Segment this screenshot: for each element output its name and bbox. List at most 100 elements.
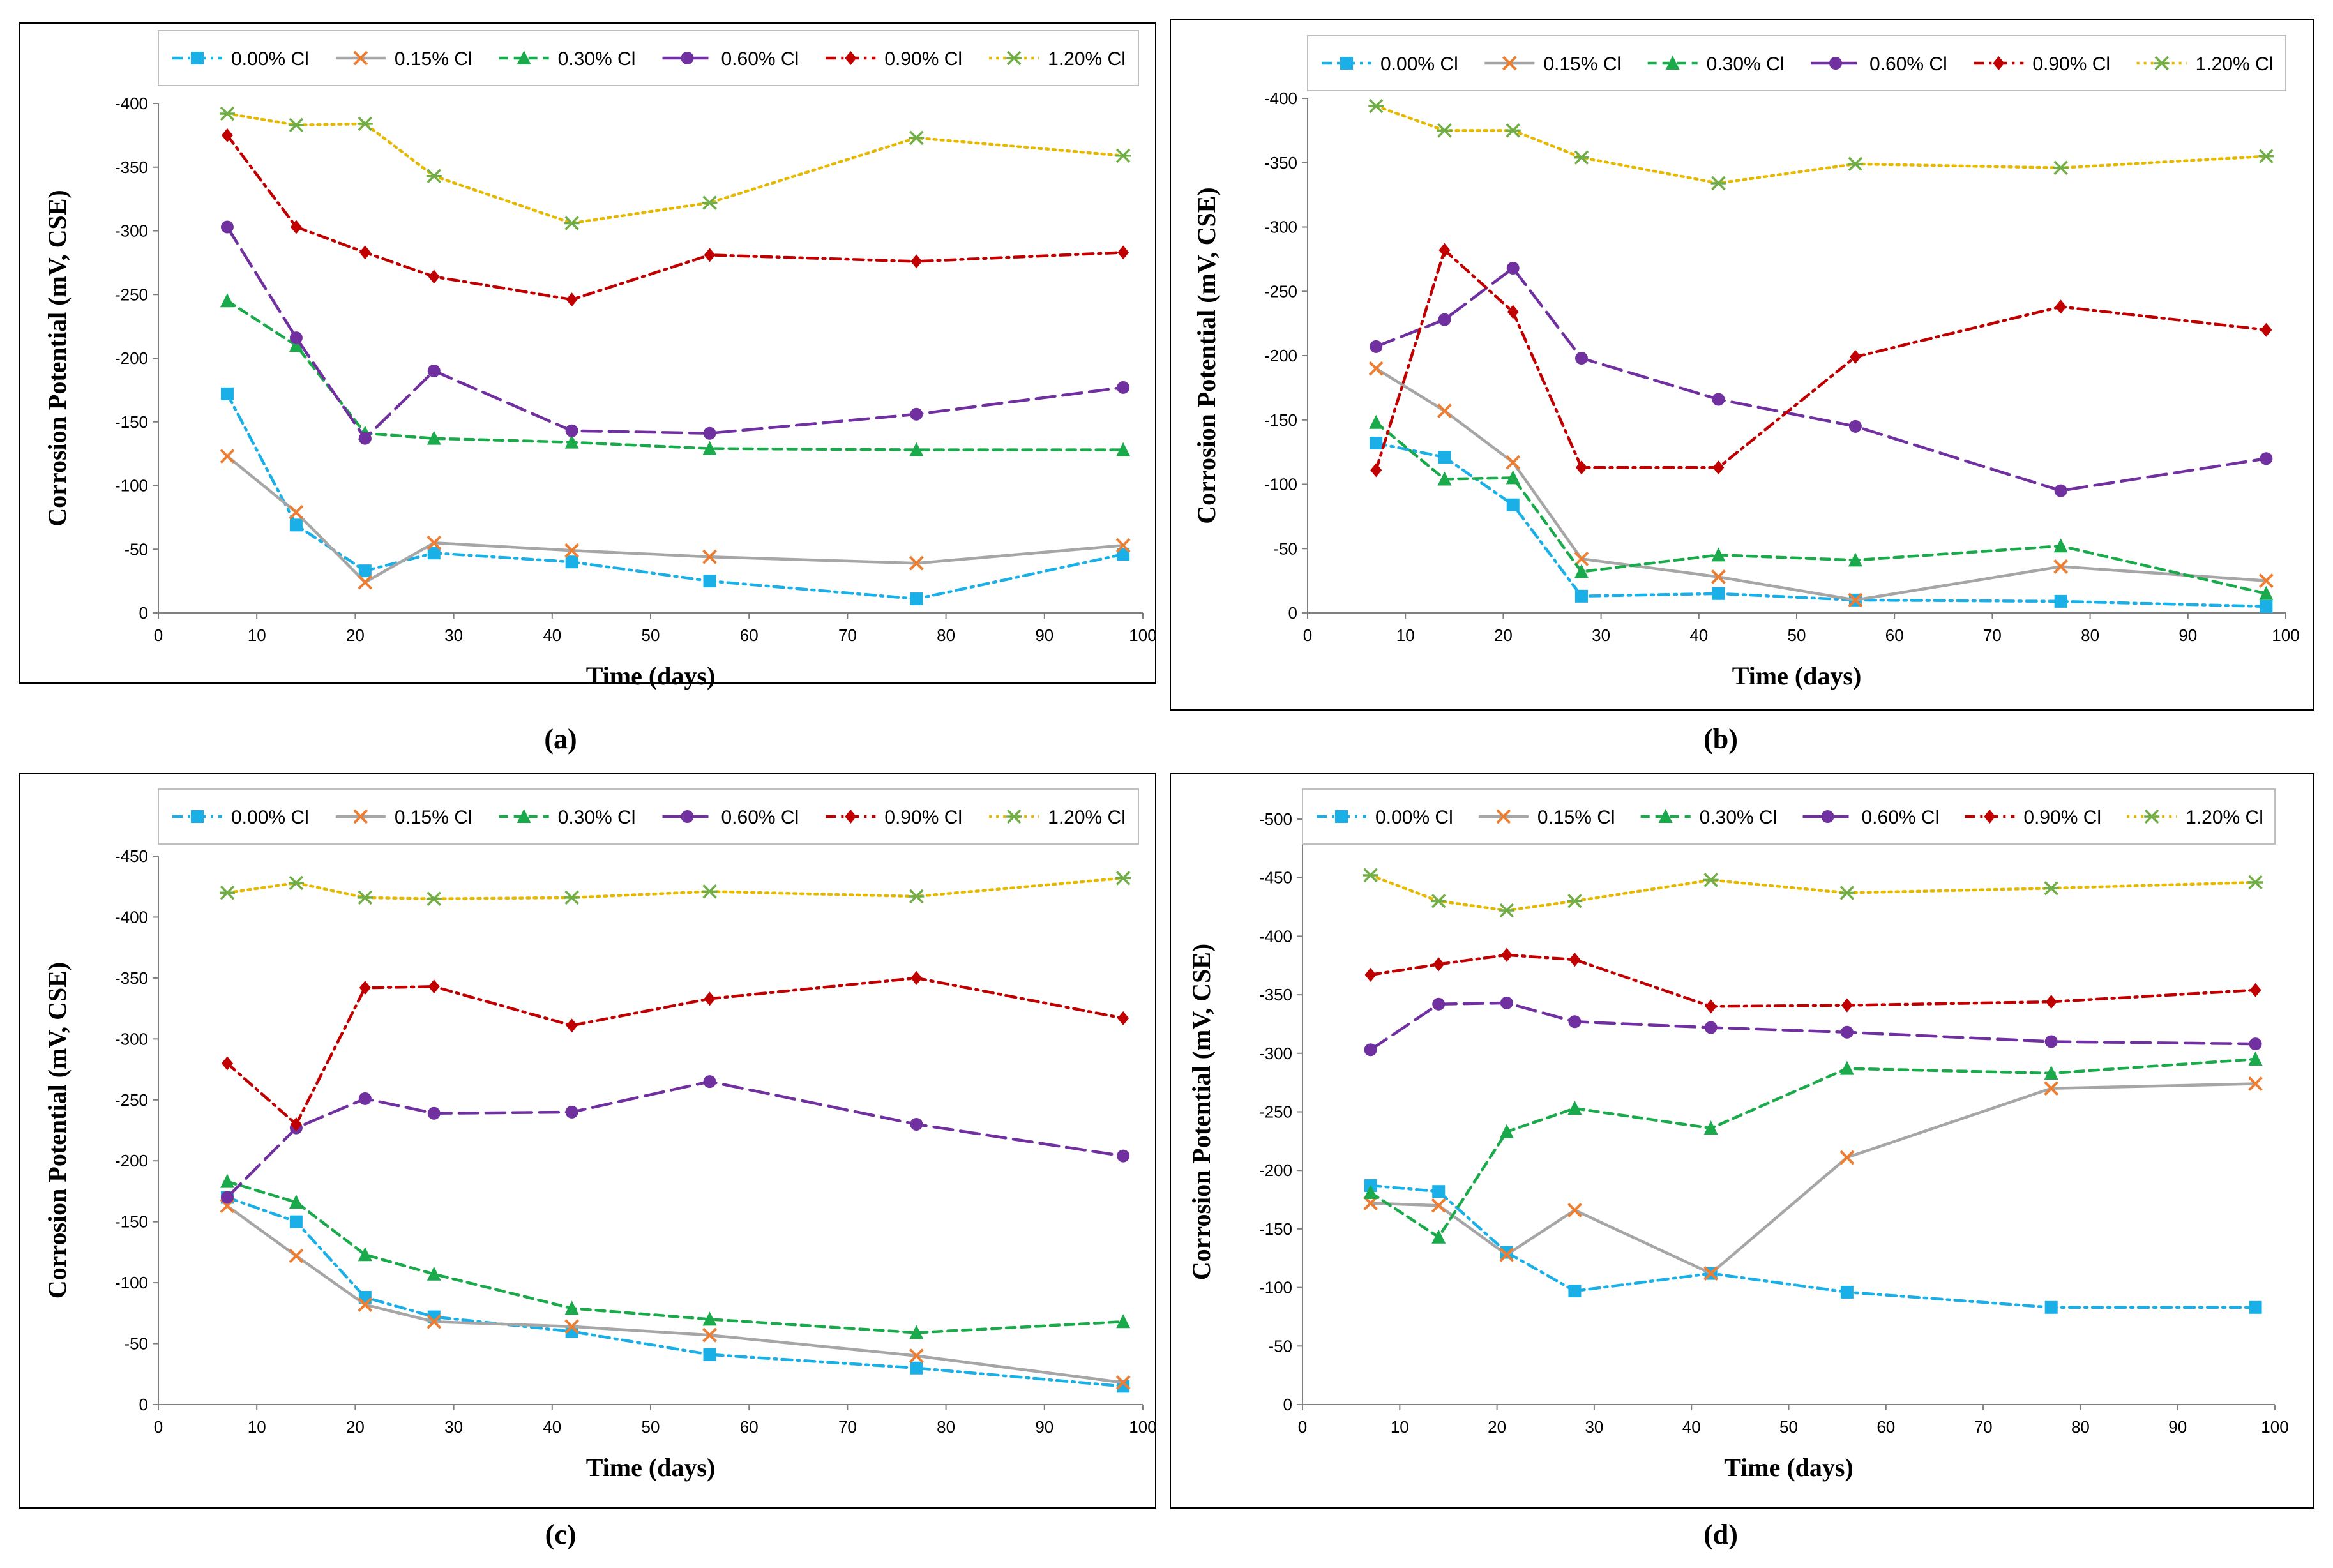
legend-label: 0.60% Cl — [1862, 807, 1940, 828]
data-point — [565, 1105, 578, 1119]
legend-item: 1.20% Cl — [989, 807, 1126, 828]
y-tick-label: -50 — [124, 539, 148, 559]
data-point-stroke — [1115, 538, 1131, 553]
series-0-15-Cl — [220, 1198, 1131, 1391]
series-line — [1369, 1057, 2257, 1239]
data-point — [909, 889, 925, 904]
data-point — [2044, 1300, 2058, 1314]
x-tick-label: 50 — [1788, 626, 1806, 645]
legend-marker — [1665, 56, 1680, 70]
data-point — [703, 426, 716, 440]
chart-panel-3: 0 10 20 30 40 50 60 70 80 90 100 0 -50 -100 -150 -200 -2… — [19, 773, 1157, 1550]
series-0-60-Cl — [1370, 261, 2273, 497]
x-tick-label: 70 — [1983, 626, 2002, 645]
series-0-00-Cl — [1370, 437, 2273, 613]
legend-item: 0.00% Cl — [172, 807, 309, 828]
series-line — [225, 392, 1125, 601]
data-point — [358, 1092, 372, 1105]
series-0-00-Cl — [220, 387, 1130, 606]
legend: 0.00% Cl 0.15% Cl 0.30% Cl 0.60% Cl 0.90% Cl… — [158, 788, 1139, 845]
x-tick-label: 30 — [444, 1417, 463, 1436]
x-tick-label: 90 — [2168, 1417, 2187, 1436]
x-tick-label: 40 — [1682, 1417, 1701, 1436]
data-point — [290, 220, 302, 234]
x-tick-label: 20 — [346, 626, 365, 645]
legend-label: 0.15% Cl — [395, 49, 472, 70]
legend-item: 0.15% Cl — [335, 807, 472, 828]
legend-item: 0.15% Cl — [1478, 807, 1615, 828]
data-point — [2249, 1037, 2262, 1051]
data-point — [288, 875, 304, 891]
y-tick-label: -400 — [1259, 926, 1292, 946]
series-0-30-Cl — [1369, 414, 2274, 600]
legend-label: 0.60% Cl — [1869, 54, 1947, 75]
data-point — [1847, 156, 1863, 172]
data-point — [702, 884, 718, 899]
legend-item: 1.20% Cl — [2127, 807, 2263, 828]
y-tick-label: -400 — [115, 907, 148, 926]
x-tick-label: 100 — [1129, 626, 1156, 645]
data-point — [427, 1266, 441, 1281]
data-point — [1703, 873, 1719, 887]
legend-marker-stroke — [353, 50, 368, 66]
legend-marker-stroke — [353, 809, 368, 824]
x-tick-label: 70 — [838, 1417, 857, 1436]
y-tick-label: -150 — [1259, 1219, 1292, 1239]
x-tick-label: 0 — [154, 626, 163, 645]
data-point — [427, 535, 442, 550]
y-tick-label: -50 — [124, 1334, 148, 1353]
series-0-15-Cl — [1368, 361, 2274, 608]
data-point — [1506, 470, 1520, 485]
y-tick-label: -200 — [1259, 1161, 1292, 1180]
x-tick-label: 50 — [642, 626, 660, 645]
data-point — [1500, 996, 1513, 1009]
data-point — [1710, 176, 1726, 191]
x-tick-label: 100 — [1129, 1417, 1156, 1436]
data-point — [1573, 150, 1589, 165]
data-point — [1363, 1185, 1378, 1200]
chart-panel-2: 0 10 20 30 40 50 60 70 80 90 100 0 -50 -100 -150 -200 -2… — [1170, 19, 2314, 755]
data-point-stroke — [1499, 1247, 1514, 1262]
data-point — [703, 575, 716, 588]
data-point — [289, 331, 303, 345]
data-point-stroke — [220, 449, 235, 464]
series-line — [225, 112, 1125, 225]
series-0-30-Cl — [1363, 1051, 2263, 1244]
legend-label: 0.00% Cl — [1380, 54, 1458, 75]
data-point — [1116, 1314, 1131, 1329]
series-line — [225, 1180, 1125, 1334]
panel-label: (b) — [1703, 723, 1738, 755]
data-point — [910, 407, 923, 421]
data-point — [220, 449, 235, 464]
data-point — [1840, 1285, 1854, 1299]
legend: 0.00% Cl 0.15% Cl 0.30% Cl 0.60% Cl 0.90% Cl… — [158, 30, 1139, 86]
y-tick-label: 0 — [139, 1395, 148, 1414]
data-point — [2055, 299, 2067, 314]
data-point — [289, 1248, 304, 1263]
y-tick-label: -350 — [115, 158, 148, 177]
data-point — [2053, 538, 2068, 553]
data-point-stroke — [564, 543, 580, 558]
x-tick-label: 10 — [248, 1417, 266, 1436]
x-tick-label: 40 — [543, 626, 561, 645]
data-point — [1116, 442, 1131, 456]
data-point — [1841, 998, 1853, 1013]
data-point — [1848, 419, 1862, 433]
y-tick-label: -50 — [1268, 1336, 1292, 1355]
legend-marker — [353, 50, 368, 66]
legend-box — [1302, 788, 2276, 845]
series-line — [1369, 953, 2257, 1008]
data-point — [2054, 594, 2067, 608]
legend-marker — [191, 810, 204, 823]
series-line — [225, 299, 1125, 451]
x-tick-label: 60 — [740, 1417, 759, 1436]
series-line — [225, 1204, 1125, 1384]
data-point — [1568, 1285, 1582, 1298]
data-point — [427, 547, 441, 560]
y-tick-label: -300 — [1259, 1044, 1292, 1063]
data-point-stroke — [1567, 1203, 1582, 1217]
series-1-20-Cl — [219, 106, 1131, 230]
series-line — [1374, 366, 2268, 602]
data-point — [427, 1314, 442, 1329]
